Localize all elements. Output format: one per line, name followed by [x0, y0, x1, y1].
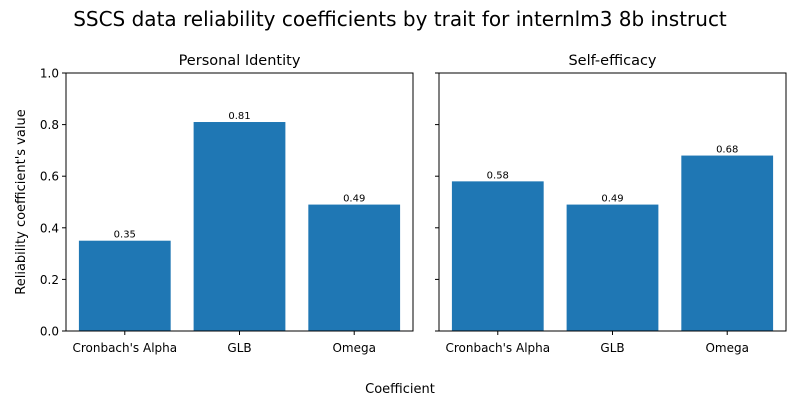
- y-tick-label: 0.6: [40, 170, 59, 184]
- bar-data-label: 0.49: [343, 194, 365, 205]
- y-tick-label: 0.2: [40, 273, 59, 287]
- y-tick-label: 0.0: [40, 325, 59, 339]
- panel-personal-identity: Personal Identity 0.35 Cronbach's Alpha 0.8…: [40, 53, 414, 355]
- bar: [566, 204, 659, 331]
- bar-data-label: 0.58: [487, 170, 509, 181]
- figure-title: SSCS data reliability coefficients by tr…: [73, 7, 727, 31]
- panel-title: Self-efficacy: [568, 53, 656, 69]
- bar: [308, 204, 401, 331]
- panel-title: Personal Identity: [179, 53, 301, 69]
- figure-ylabel: Reliability coefficient's value: [14, 109, 29, 294]
- x-tick-label: Omega: [332, 341, 376, 355]
- x-tick-label: Cronbach's Alpha: [445, 341, 550, 355]
- x-tick-label: GLB: [600, 341, 624, 355]
- y-tick-label: 1.0: [40, 67, 59, 81]
- bar-data-label: 0.81: [228, 111, 250, 122]
- x-tick-label: Cronbach's Alpha: [72, 341, 177, 355]
- axes-frame: [65, 72, 414, 332]
- axes-frame: [438, 72, 787, 332]
- bar-data-label: 0.68: [716, 145, 738, 156]
- panel-self-efficacy: Self-efficacy 0.58 Cronbach's Alpha 0.49 GLB…: [435, 53, 787, 355]
- bar-data-label: 0.49: [601, 194, 623, 205]
- figure-xlabel: Coefficient: [365, 382, 435, 397]
- bar: [451, 181, 544, 331]
- bar: [681, 155, 774, 331]
- x-tick-label: Omega: [705, 341, 749, 355]
- bar: [193, 122, 286, 332]
- y-tick-label: 0.8: [40, 118, 59, 132]
- x-tick-label: GLB: [227, 341, 251, 355]
- y-tick-label: 0.4: [40, 221, 59, 235]
- bar-data-label: 0.35: [114, 230, 136, 241]
- bar: [78, 240, 171, 331]
